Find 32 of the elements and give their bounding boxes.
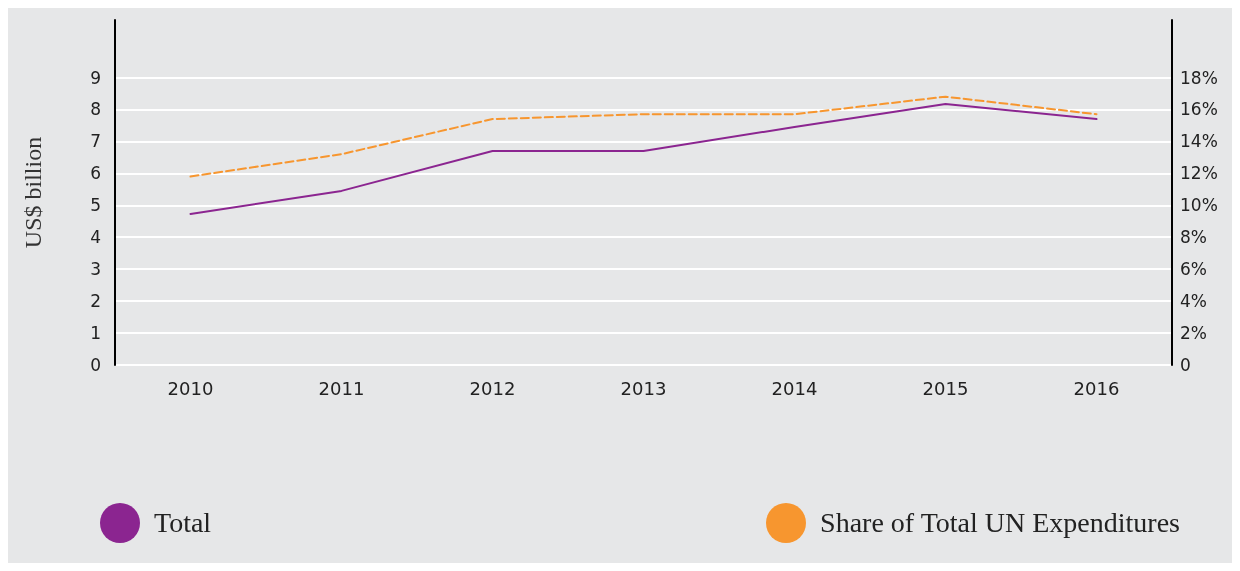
y2-tick-label: 18% — [1180, 67, 1218, 88]
y2-tick-label: 16% — [1180, 99, 1218, 120]
y2-tick-label: 12% — [1180, 163, 1218, 184]
y-tick-label: 4 — [90, 227, 101, 248]
y-tick-label: 9 — [90, 67, 101, 88]
y2-tick-label: 14% — [1180, 131, 1218, 152]
y-tick-label: 1 — [90, 323, 101, 344]
y-tick-label: 0 — [90, 355, 101, 375]
legend-label: Total — [154, 507, 212, 539]
line-series — [189, 103, 1098, 215]
y2-tick-label: 10% — [1180, 195, 1218, 216]
y2-tick-label: 6% — [1180, 259, 1207, 280]
x-tick-label: 2015 — [922, 377, 969, 399]
legend-label: Share of Total UN Expenditures — [820, 507, 1180, 539]
y2-tick-label: 4% — [1180, 291, 1207, 312]
y-tick-label: 8 — [90, 99, 101, 120]
x-tick-label: 2016 — [1073, 377, 1120, 399]
x-tick-label: 2013 — [620, 377, 667, 399]
y-tick-label: 3 — [90, 259, 101, 280]
y-tick-label: 2 — [90, 291, 101, 312]
line-series — [189, 95, 1098, 178]
x-tick-label: 2012 — [469, 377, 516, 399]
y2-tick-label: 8% — [1180, 227, 1207, 248]
x-tick-label: 2010 — [167, 377, 214, 399]
x-tick-label: 2014 — [771, 377, 818, 399]
y-tick-label: 6 — [90, 163, 101, 184]
y2-tick-label: 2% — [1180, 323, 1207, 344]
y2-tick-label: 0 — [1180, 355, 1191, 375]
x-tick-label: 2011 — [318, 377, 365, 399]
y-axis-title: US$ billion — [20, 136, 46, 249]
y-tick-label: 5 — [90, 195, 101, 216]
y-tick-label: 7 — [90, 131, 101, 152]
